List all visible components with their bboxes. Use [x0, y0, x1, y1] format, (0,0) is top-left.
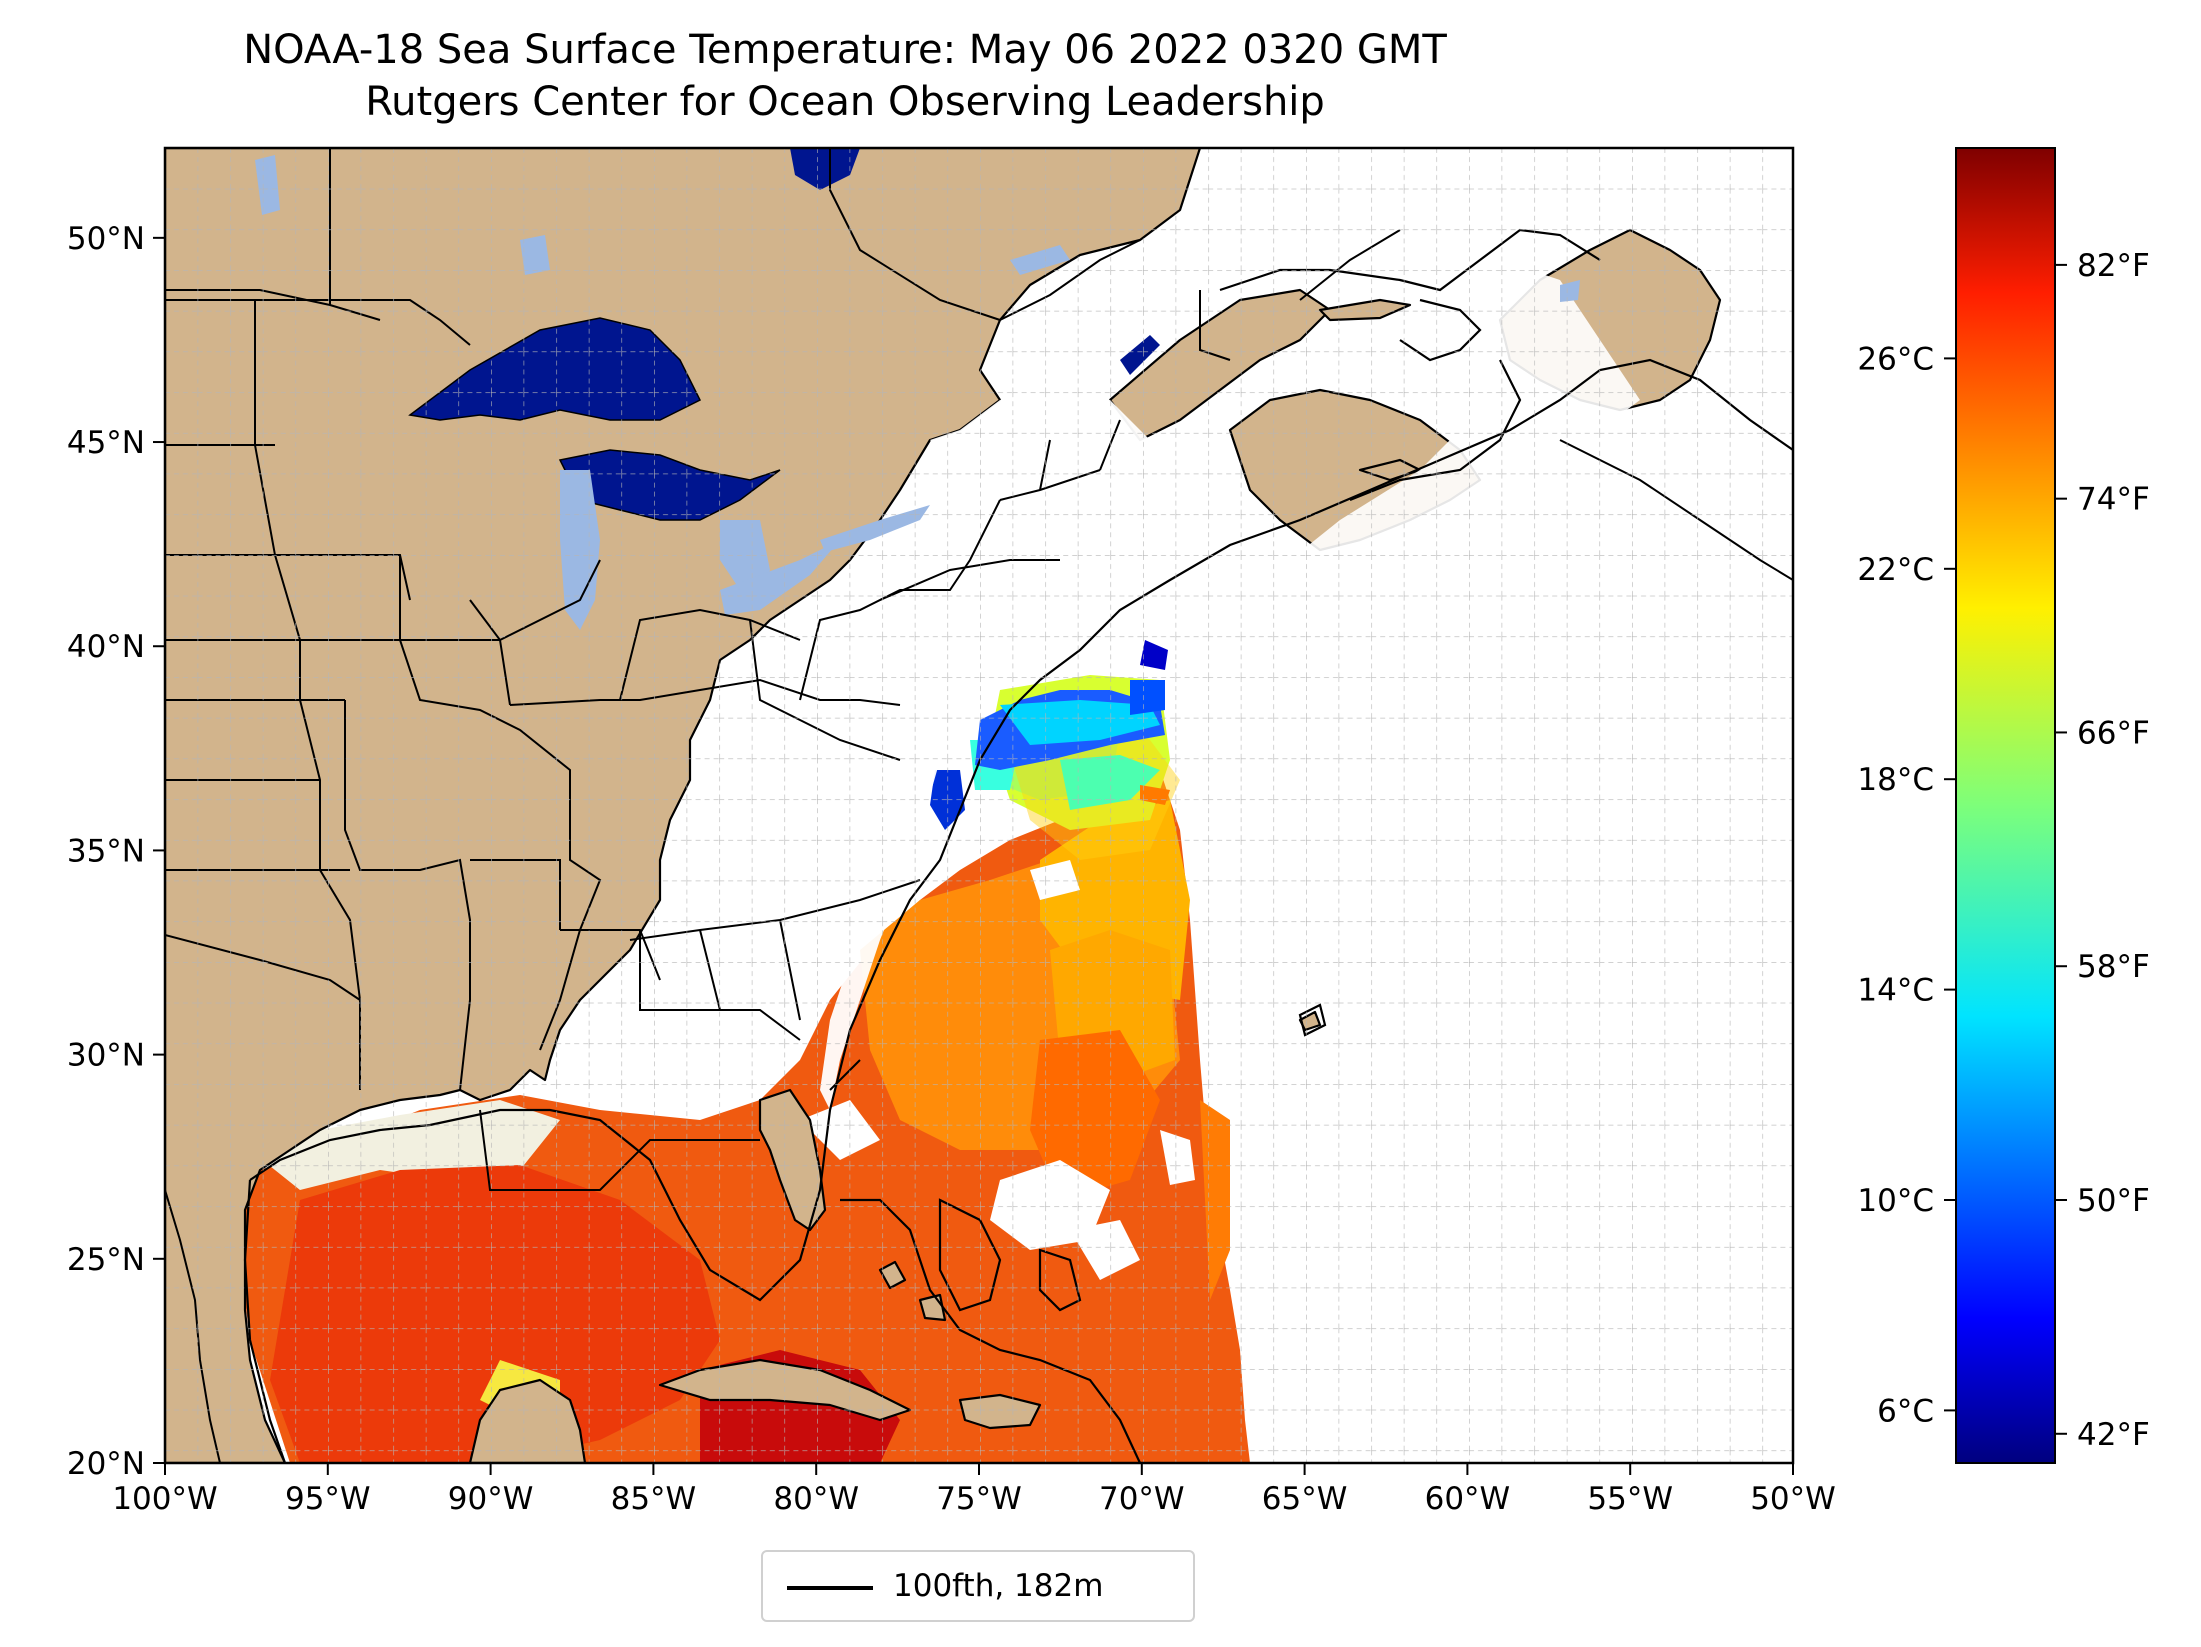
y-tick-label: 40°N [67, 629, 145, 665]
colorbar-celsius-ticks: 6°C 10°C 14°C 18°C 22°C 26°C [1857, 341, 1956, 1429]
y-tick-label: 50°N [67, 221, 145, 257]
celsius-tick-label: 22°C [1857, 552, 1934, 588]
celsius-tick-label: 14°C [1857, 973, 1934, 1009]
map-legend: 100fth, 182m [761, 1550, 1195, 1622]
map-area [165, 148, 1793, 1463]
map-title: NOAA-18 Sea Surface Temperature: May 06 … [243, 27, 1447, 73]
colorbar-gradient [1955, 147, 2056, 1464]
y-tick-label: 35°N [67, 833, 145, 869]
y-tick-label: 25°N [67, 1242, 145, 1278]
map-subtitle: Rutgers Center for Ocean Observing Leade… [365, 79, 1325, 125]
legend-label: 100fth, 182m [893, 1568, 1104, 1604]
x-tick-label: 50°W [1750, 1481, 1836, 1517]
celsius-tick-label: 6°C [1877, 1393, 1934, 1429]
x-tick-label: 65°W [1262, 1481, 1348, 1517]
latitude-axis: 20°N 25°N 30°N 35°N 40°N 45°N 50°N [67, 221, 165, 1482]
celsius-tick-label: 18°C [1857, 762, 1934, 798]
x-tick-label: 55°W [1587, 1481, 1673, 1517]
x-tick-label: 80°W [773, 1481, 859, 1517]
y-tick-label: 45°N [67, 425, 145, 461]
x-tick-label: 60°W [1425, 1481, 1511, 1517]
x-tick-label: 85°W [611, 1481, 697, 1517]
map-gridlines [165, 148, 1793, 1463]
colorbar: 6°C 10°C 14°C 18°C 22°C 26°C 42°F 50°F 58°F 66°F… [1857, 147, 2150, 1464]
fahrenheit-tick-label: 50°F [2077, 1183, 2150, 1219]
colorbar-fahrenheit-ticks: 42°F 50°F 58°F 66°F 74°F 82°F [2055, 248, 2150, 1453]
x-tick-label: 70°W [1099, 1481, 1185, 1517]
fahrenheit-tick-label: 82°F [2077, 248, 2150, 284]
celsius-tick-label: 10°C [1857, 1183, 1934, 1219]
celsius-tick-label: 26°C [1857, 341, 1934, 377]
y-tick-label: 30°N [67, 1038, 145, 1074]
longitude-axis: 100°W 95°W 90°W 85°W 80°W 75°W 70°W 65°W 60°W 55°… [112, 1463, 1836, 1517]
x-tick-label: 90°W [448, 1481, 534, 1517]
x-tick-label: 75°W [936, 1481, 1022, 1517]
legend-line-icon [787, 1586, 873, 1590]
fahrenheit-tick-label: 66°F [2077, 715, 2150, 751]
x-tick-label: 100°W [112, 1481, 217, 1517]
fahrenheit-tick-label: 74°F [2077, 482, 2150, 518]
y-tick-label: 20°N [67, 1446, 145, 1482]
fahrenheit-tick-label: 58°F [2077, 949, 2150, 985]
fahrenheit-tick-label: 42°F [2077, 1417, 2150, 1453]
x-tick-label: 95°W [285, 1481, 371, 1517]
